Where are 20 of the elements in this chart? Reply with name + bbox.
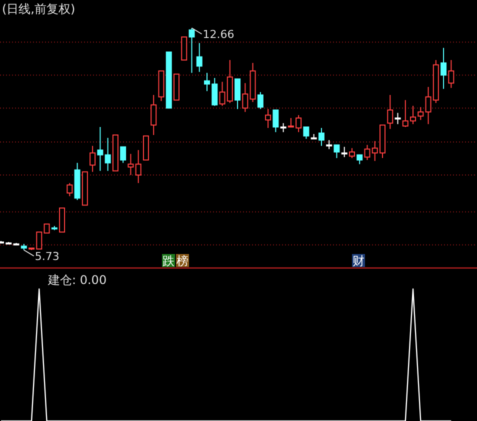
candlestick — [128, 153, 134, 176]
annotation: 12.66 — [202, 28, 234, 41]
candlestick — [387, 94, 394, 130]
candlestick — [440, 47, 447, 90]
candlestick — [104, 137, 111, 172]
candlestick — [150, 94, 157, 136]
text: 榜 — [176, 254, 188, 268]
candlestick — [97, 126, 104, 172]
candlestick — [418, 106, 424, 120]
chart-title: (日线,前复权) — [2, 2, 76, 16]
annotation: 5.73 — [34, 250, 60, 263]
candlestick — [265, 108, 272, 128]
candlestick — [242, 82, 248, 112]
candlestick — [196, 42, 202, 72]
chart-title: 建仓: 0.00 — [47, 273, 107, 287]
candlestick — [135, 150, 142, 184]
text: 跌 — [162, 254, 174, 268]
text: 财 — [352, 254, 364, 268]
candlestick — [90, 145, 96, 172]
candlestick — [448, 60, 454, 88]
